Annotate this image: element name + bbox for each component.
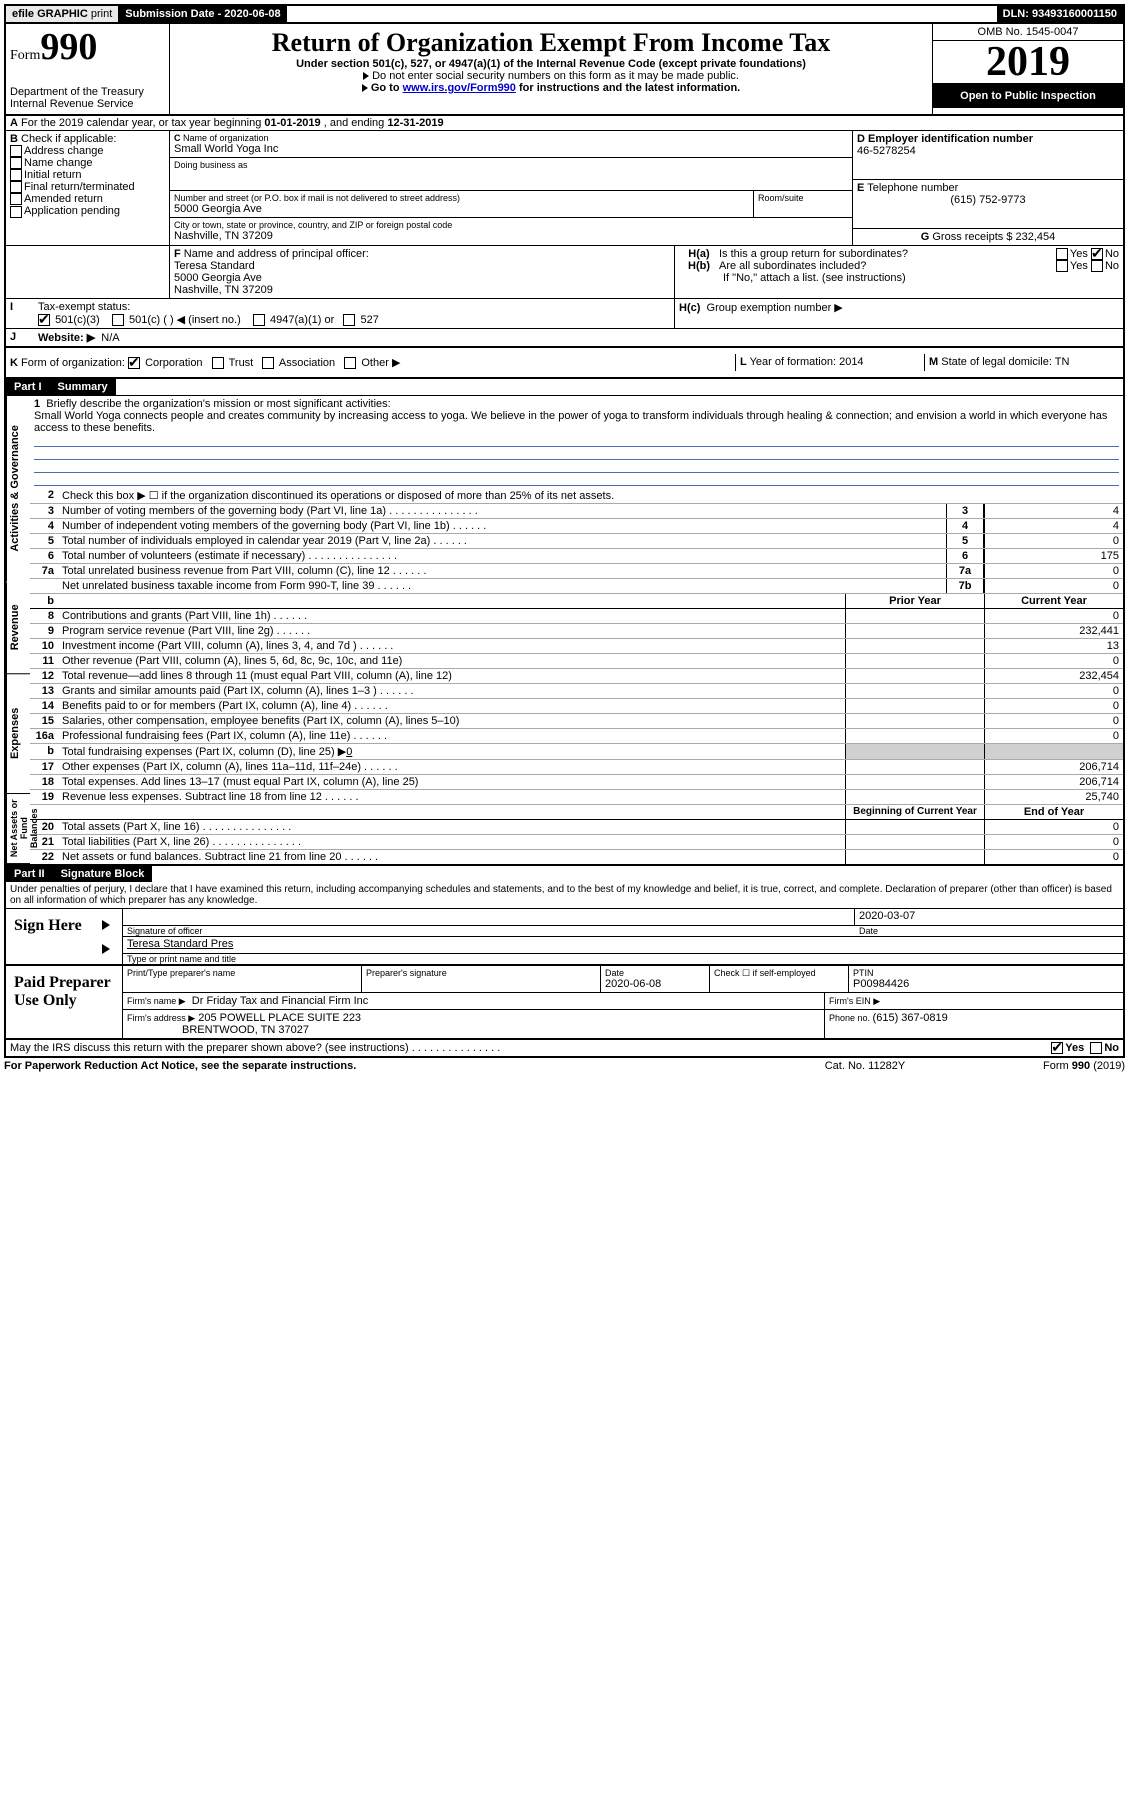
state-domicile: TN — [1055, 356, 1070, 368]
sign-here-section: Sign Here 2020-03-07 Signature of office… — [4, 909, 1125, 966]
corp-checkbox[interactable] — [128, 357, 140, 369]
open-public: Open to Public Inspection — [933, 84, 1123, 108]
part-1-header: Part ISummary — [4, 379, 1125, 395]
line19-val: 25,740 — [984, 790, 1123, 804]
gross-receipts: 232,454 — [1016, 231, 1056, 243]
line8-val: 0 — [984, 609, 1123, 623]
penalty-text: Under penalties of perjury, I declare th… — [4, 882, 1125, 909]
line6-val: 175 — [984, 549, 1123, 563]
paid-preparer-section: Paid Preparer Use Only Print/Type prepar… — [4, 966, 1125, 1040]
527-checkbox[interactable] — [343, 314, 355, 326]
line7b-val: 0 — [984, 579, 1123, 593]
part-2-header: Part IISignature Block — [4, 866, 1125, 882]
line20-val: 0 — [984, 820, 1123, 834]
klm-row: K Form of organization: Corporation Trus… — [4, 348, 1125, 379]
officer-group-info: F Name and address of principal officer:… — [4, 245, 1125, 298]
app-pending-checkbox[interactable] — [10, 206, 22, 218]
line3-val: 4 — [984, 504, 1123, 518]
phone: (615) 752-9773 — [857, 194, 1119, 206]
org-city: Nashville, TN 37209 — [174, 230, 848, 242]
line18-val: 206,714 — [984, 775, 1123, 789]
efile-label: efile GRAPHIC print — [6, 6, 119, 22]
other-checkbox[interactable] — [344, 357, 356, 369]
hb-yes-checkbox[interactable] — [1056, 260, 1068, 272]
addr-change-checkbox[interactable] — [10, 145, 22, 157]
irs-link[interactable]: www.irs.gov/Form990 — [403, 82, 516, 94]
assoc-checkbox[interactable] — [262, 357, 274, 369]
line12-val: 232,454 — [984, 669, 1123, 683]
discuss-yes-checkbox[interactable] — [1051, 1042, 1063, 1054]
line10-val: 13 — [984, 639, 1123, 653]
line13-val: 0 — [984, 684, 1123, 698]
tax-year: 2019 — [933, 41, 1123, 84]
line22-val: 0 — [984, 850, 1123, 864]
form-title: Return of Organization Exempt From Incom… — [174, 28, 928, 58]
ptin: P00984426 — [853, 978, 1119, 990]
line9-val: 232,441 — [984, 624, 1123, 638]
line15-val: 0 — [984, 714, 1123, 728]
org-address: 5000 Georgia Ave — [174, 203, 749, 215]
discuss-row: May the IRS discuss this return with the… — [4, 1040, 1125, 1058]
website: N/A — [101, 332, 119, 344]
ein: 46-5278254 — [857, 145, 1119, 157]
tax-period: A For the 2019 calendar year, or tax yea… — [4, 116, 1125, 131]
ha-no-checkbox[interactable] — [1091, 248, 1103, 260]
irs-label: Internal Revenue Service — [10, 98, 165, 110]
year-formation: 2014 — [839, 356, 863, 368]
officer-name-title: Teresa Standard Pres — [127, 938, 233, 950]
hb-no-checkbox[interactable] — [1091, 260, 1103, 272]
line16a-val: 0 — [984, 729, 1123, 743]
ha-yes-checkbox[interactable] — [1056, 248, 1068, 260]
mission-text: Small World Yoga connects people and cre… — [34, 410, 1119, 434]
form-subtitle: Under section 501(c), 527, or 4947(a)(1)… — [174, 58, 928, 70]
name-change-checkbox[interactable] — [10, 157, 22, 169]
final-return-checkbox[interactable] — [10, 181, 22, 193]
line4-val: 4 — [984, 519, 1123, 533]
page-footer: For Paperwork Reduction Act Notice, see … — [4, 1058, 1125, 1074]
firm-addr: 205 POWELL PLACE SUITE 223 — [198, 1012, 361, 1024]
line11-val: 0 — [984, 654, 1123, 668]
officer-name: Teresa Standard — [174, 260, 255, 272]
dept-label: Department of the Treasury — [10, 86, 165, 98]
tax-status-row: I Tax-exempt status: 501(c)(3) 501(c) ( … — [4, 298, 1125, 328]
line5-val: 0 — [984, 534, 1123, 548]
part-1-body: Activities & Governance Revenue Expenses… — [4, 395, 1125, 866]
submission-date: Submission Date - 2020-06-08 — [119, 6, 286, 22]
prep-date: 2020-06-08 — [605, 978, 705, 990]
line21-val: 0 — [984, 835, 1123, 849]
501c-checkbox[interactable] — [112, 314, 124, 326]
dln: DLN: 93493160001150 — [997, 6, 1123, 22]
org-name: Small World Yoga Inc — [174, 143, 848, 155]
trust-checkbox[interactable] — [212, 357, 224, 369]
firm-phone: (615) 367-0819 — [873, 1012, 948, 1024]
line7a-val: 0 — [984, 564, 1123, 578]
line17-val: 206,714 — [984, 760, 1123, 774]
website-row: J Website: ▶ N/A — [4, 328, 1125, 348]
501c3-checkbox[interactable] — [38, 314, 50, 326]
top-bar: efile GRAPHIC print Submission Date - 20… — [4, 4, 1125, 24]
activities-gov-label: Activities & Governance — [6, 396, 30, 582]
4947-checkbox[interactable] — [253, 314, 265, 326]
initial-return-checkbox[interactable] — [10, 169, 22, 181]
revenue-label: Revenue — [6, 582, 30, 674]
net-assets-label: Net Assets or Fund Balances — [6, 794, 30, 864]
form-header: Form990 Department of the Treasury Inter… — [4, 24, 1125, 116]
line14-val: 0 — [984, 699, 1123, 713]
discuss-no-checkbox[interactable] — [1090, 1042, 1102, 1054]
amended-checkbox[interactable] — [10, 193, 22, 205]
entity-info: B Check if applicable: Address change Na… — [4, 131, 1125, 245]
firm-name: Dr Friday Tax and Financial Firm Inc — [192, 995, 368, 1007]
expenses-label: Expenses — [6, 674, 30, 794]
sig-date: 2020-03-07 — [854, 909, 1123, 926]
